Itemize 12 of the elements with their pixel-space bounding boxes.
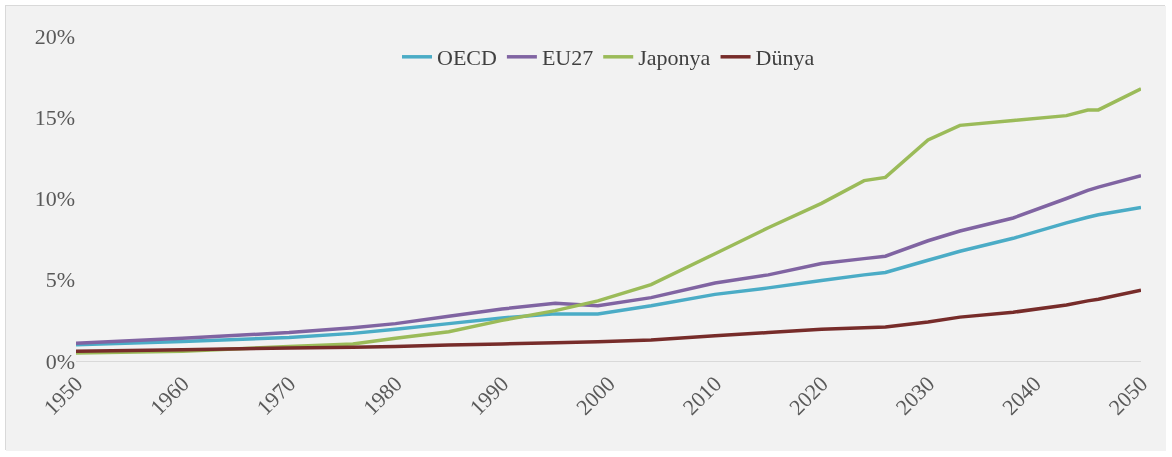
y-tick-label: 10% (34, 186, 75, 212)
legend-label: EU27 (541, 45, 594, 71)
y-tick-label: 20% (34, 23, 75, 49)
y-tick-label: 0% (45, 348, 75, 374)
line-series (76, 174, 1141, 345)
legend-label: Japonya (638, 45, 711, 71)
line-series (76, 205, 1141, 347)
legend-label: OECD (437, 45, 497, 71)
y-tick-label: 15% (34, 104, 75, 130)
legend-label: Dünya (755, 45, 815, 71)
line-series (76, 288, 1141, 353)
y-tick-label: 5% (45, 267, 75, 293)
